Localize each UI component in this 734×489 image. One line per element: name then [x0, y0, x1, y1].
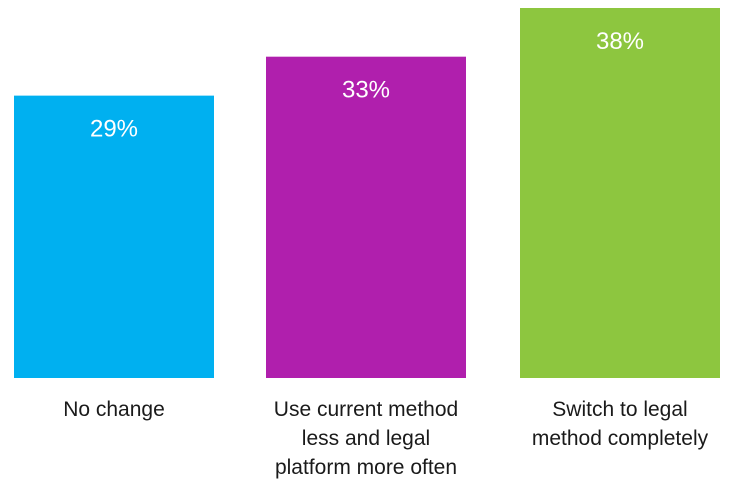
category-label-2-line-1: Use current method	[274, 398, 458, 421]
data-label-1: 29%	[90, 116, 138, 143]
data-label-2: 33%	[342, 77, 390, 104]
bar-3	[520, 8, 720, 378]
category-label-3-line-1: Switch to legal	[552, 398, 687, 421]
category-label-2-line-3: platform more often	[275, 456, 457, 479]
data-label-3: 38%	[596, 28, 644, 55]
category-label-1: No change	[63, 398, 165, 421]
category-label-2-line-2: less and legal	[302, 427, 430, 450]
category-label-3-line-2: method completely	[532, 427, 709, 450]
category-label-2: Use current method less and legal platform…	[274, 398, 458, 479]
category-label-1-line-1: No change	[63, 398, 165, 421]
bar-2	[266, 56, 466, 379]
category-label-3: Switch to legal method completely	[532, 398, 709, 450]
bar-1	[14, 95, 214, 378]
